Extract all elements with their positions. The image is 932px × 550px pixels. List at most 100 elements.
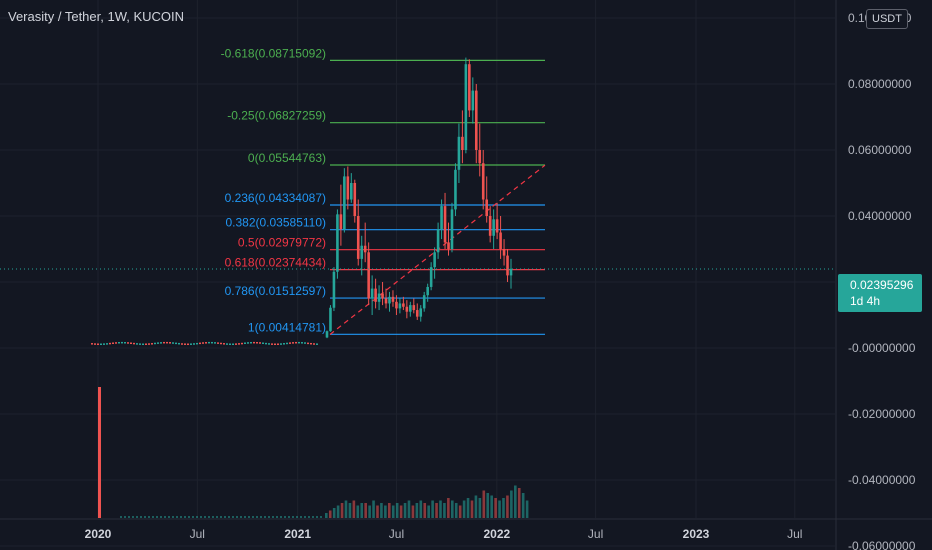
volume-bar xyxy=(384,505,387,518)
volume-bar xyxy=(184,516,186,518)
volume-bar xyxy=(292,516,294,518)
volume-bar xyxy=(124,516,126,518)
pre-listing-tick xyxy=(217,342,219,344)
candle xyxy=(381,282,384,306)
candle-body xyxy=(329,307,332,332)
price-axis-tick-label: -0.04000000 xyxy=(848,473,916,487)
volume-bar xyxy=(411,505,415,518)
last-price-tag: 0.02395296 1d 4h xyxy=(838,274,922,312)
pre-listing-tick xyxy=(214,342,216,344)
volume-bar xyxy=(168,516,170,518)
pre-listing-tick xyxy=(115,342,117,344)
pre-listing-tick xyxy=(175,342,177,345)
volume-bar xyxy=(140,516,142,518)
candle-body xyxy=(350,183,353,200)
candle xyxy=(415,303,419,320)
candle-body xyxy=(346,176,350,200)
pre-listing-tick xyxy=(307,342,309,345)
currency-unit-badge[interactable]: USDT xyxy=(866,9,908,29)
candle-body xyxy=(377,293,381,302)
candle xyxy=(509,258,513,289)
pre-listing-tick xyxy=(166,341,168,344)
volume-bar xyxy=(506,495,509,518)
candle-body xyxy=(436,229,440,253)
candle xyxy=(374,278,377,309)
pre-listing-tick xyxy=(289,342,291,344)
pre-listing-tick xyxy=(91,343,93,345)
price-axis-tick-label: 0.06000000 xyxy=(848,143,912,157)
volume-bar xyxy=(356,505,360,518)
bar-countdown: 1d 4h xyxy=(850,294,881,308)
candle xyxy=(391,290,395,307)
pre-listing-tick xyxy=(226,343,228,345)
pre-listing-price-line xyxy=(91,341,318,346)
candle xyxy=(339,184,343,246)
volume-bar xyxy=(304,516,306,518)
symbol-title[interactable]: Verasity / Tether, 1W, KUCOIN xyxy=(8,9,185,24)
volume-bar xyxy=(280,516,282,518)
volume-bar xyxy=(525,500,529,518)
candle-body xyxy=(422,295,426,309)
pre-listing-tick xyxy=(118,341,120,344)
volume-bar xyxy=(204,516,206,518)
candle xyxy=(419,305,423,322)
candle-body xyxy=(509,268,513,276)
candle xyxy=(377,285,381,311)
pre-listing-tick xyxy=(178,342,180,345)
pre-listing-tick xyxy=(247,342,249,344)
candle-body xyxy=(395,301,398,309)
volume-bar xyxy=(514,485,517,518)
volume-bar xyxy=(360,503,364,518)
candle xyxy=(398,298,402,314)
pre-listing-tick xyxy=(301,342,303,344)
time-axis[interactable]: 2020 Jul 2021 Jul 2022 Jul 2023 Jul xyxy=(0,518,932,541)
volume-bar xyxy=(252,516,254,518)
candle-body xyxy=(461,136,464,150)
candle xyxy=(440,199,443,240)
volume-bar xyxy=(260,516,262,518)
volume-bar xyxy=(458,505,462,518)
candle xyxy=(343,168,346,233)
candle xyxy=(405,300,409,319)
pre-listing-tick xyxy=(241,342,243,345)
volume-bar xyxy=(296,516,298,518)
candle-body xyxy=(384,298,388,304)
price-axis-tick-label: -0.00000000 xyxy=(848,341,916,355)
pre-listing-tick xyxy=(100,343,102,346)
pre-listing-tick xyxy=(232,343,234,346)
pre-listing-tick xyxy=(271,343,273,345)
volume-bar xyxy=(372,500,375,518)
candle-body xyxy=(363,245,367,253)
volume-bar xyxy=(474,495,478,518)
candle xyxy=(433,247,436,279)
pre-listing-tick xyxy=(223,343,225,345)
candle-body xyxy=(412,305,416,311)
pre-listing-tick xyxy=(208,341,210,344)
volume-bar xyxy=(144,516,146,518)
time-axis-tick-label: 2021 xyxy=(284,527,311,541)
candle-body xyxy=(474,90,478,150)
candle-body xyxy=(339,214,343,230)
candle xyxy=(447,222,450,256)
candle xyxy=(353,179,357,223)
volume-bar xyxy=(494,498,497,518)
pre-listing-tick xyxy=(202,342,204,344)
pre-listing-tick xyxy=(313,343,315,345)
volume-bar xyxy=(224,516,226,518)
candle xyxy=(450,202,454,253)
fib-level-label: -0.618(0.08715092) xyxy=(221,46,326,60)
volume-spike-bar xyxy=(98,387,101,518)
pre-listing-tick xyxy=(220,342,222,345)
fibonacci-retracement[interactable]: -1.618(0.13643673)-1(0.10674746)-0.618(0… xyxy=(221,0,545,335)
pre-listing-tick xyxy=(283,343,285,345)
candle xyxy=(363,222,367,263)
price-axis-tick-label: -0.06000000 xyxy=(848,539,916,550)
candle xyxy=(492,209,495,249)
volume-bar xyxy=(332,508,336,518)
candle-body xyxy=(443,206,447,243)
candle-body xyxy=(353,183,357,216)
volume-bar xyxy=(517,488,521,518)
pre-listing-tick xyxy=(112,342,114,344)
pre-listing-tick xyxy=(154,342,156,345)
